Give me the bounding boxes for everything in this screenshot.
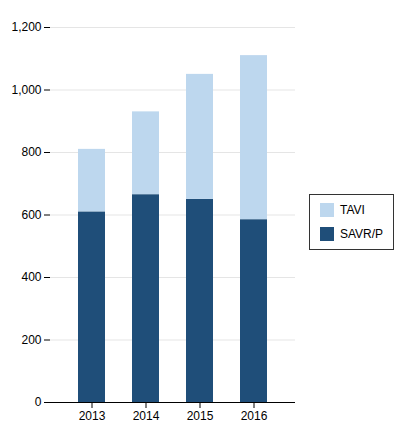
html-text:TAVI: TAVI bbox=[340, 202, 365, 217]
svg-text:2015: 2015 bbox=[187, 409, 214, 423]
svg-text:2013: 2013 bbox=[79, 409, 106, 423]
svg-text:200: 200 bbox=[21, 332, 41, 346]
svg-text:1,200: 1,200 bbox=[11, 20, 41, 34]
svg-text:0: 0 bbox=[35, 395, 42, 409]
svg-text:600: 600 bbox=[21, 207, 41, 221]
html-text:SAVR/P: SAVR/P bbox=[340, 226, 384, 241]
svg-text:800: 800 bbox=[21, 145, 41, 159]
svg-text:1,000: 1,000 bbox=[11, 82, 41, 96]
svg-text:2016: 2016 bbox=[241, 409, 268, 423]
svg-text:400: 400 bbox=[21, 270, 41, 284]
svg-text:2014: 2014 bbox=[133, 409, 160, 423]
